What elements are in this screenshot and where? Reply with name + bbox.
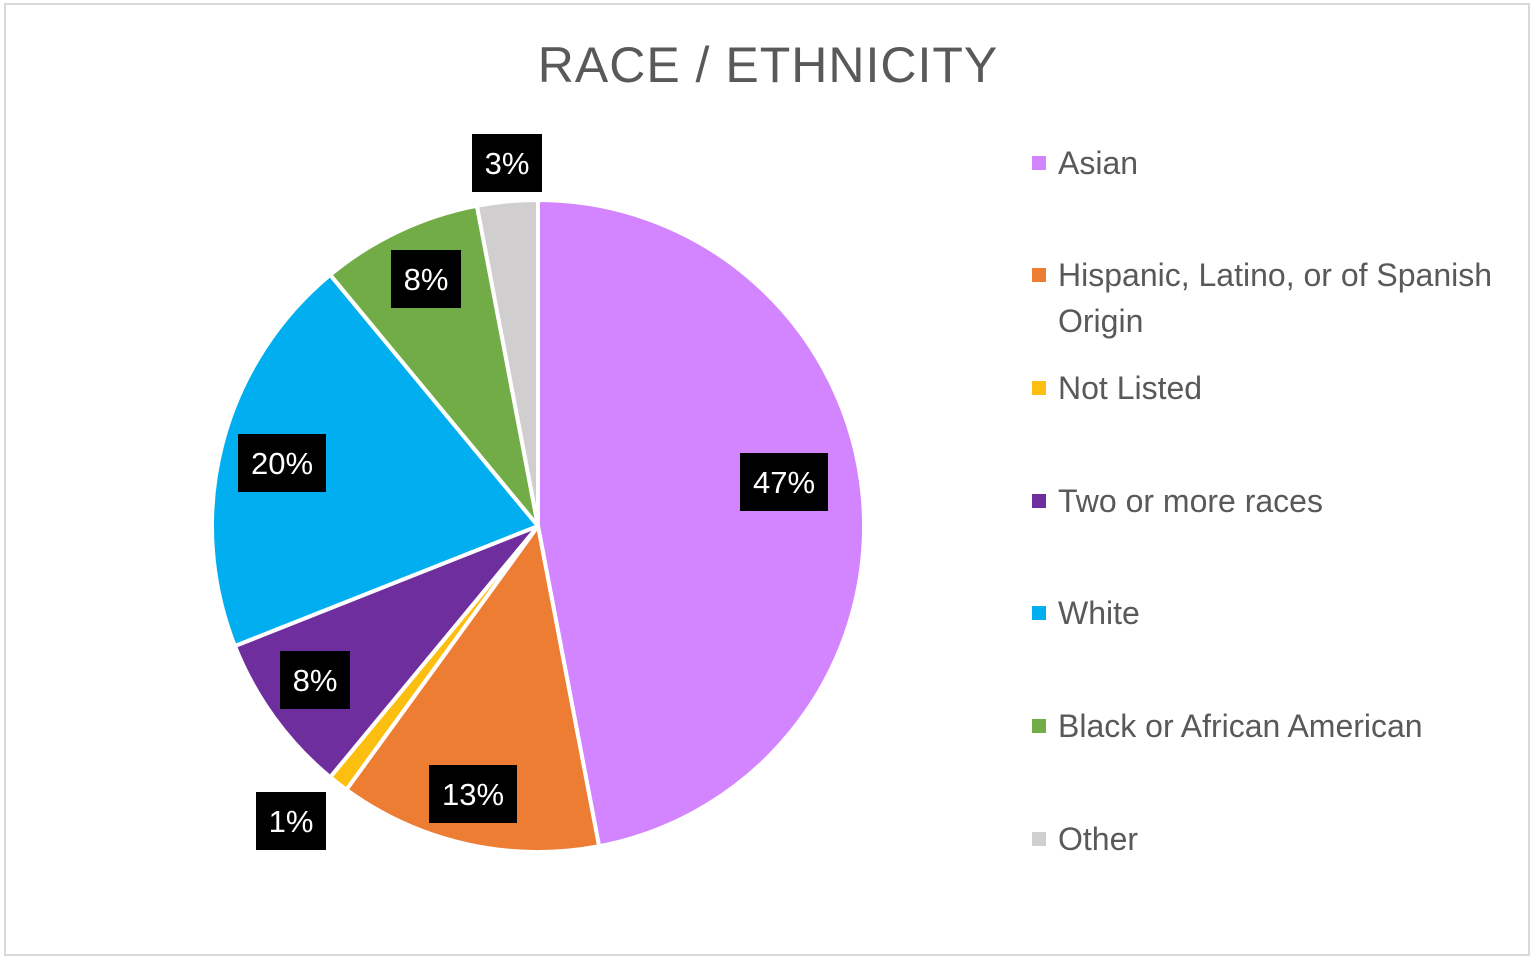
- data-label-text: 3%: [485, 146, 530, 181]
- legend-swatch-two-or-more: [1032, 494, 1046, 508]
- legend-label-black: Black or African American: [1058, 708, 1423, 744]
- legend-label-other: Other: [1058, 821, 1139, 857]
- data-label-asian: 47%: [740, 453, 828, 511]
- data-label-text: 1%: [269, 804, 314, 839]
- legend-swatch-not-listed: [1032, 381, 1046, 395]
- legend-label-not-listed: Not Listed: [1058, 370, 1203, 406]
- pie-slice-hispanic-latino-or-of-spanish-origin: [344, 524, 602, 854]
- data-label-box: [280, 651, 350, 709]
- data-label-not-listed: 1%: [256, 792, 326, 850]
- data-label-box: [429, 765, 517, 823]
- data-label-text: 8%: [404, 262, 449, 297]
- data-label-text: 20%: [251, 446, 313, 481]
- legend-label-two-or-more: Two or more races: [1058, 483, 1323, 519]
- legend-label-asian: Asian: [1058, 145, 1139, 181]
- pie-slice-two-or-more-races: [232, 524, 540, 780]
- legend-swatch-other: [1032, 832, 1046, 846]
- pie-slice-other: [474, 198, 540, 528]
- data-label-box: [391, 250, 461, 308]
- chart-title: RACE / ETHNICITY: [537, 37, 999, 93]
- legend-swatch-white: [1032, 606, 1046, 620]
- data-label-white: 20%: [238, 434, 326, 492]
- data-label-black-or-african-american: 8%: [391, 250, 461, 308]
- data-label-hispanic-latino-or-of-spanish-origin: 13%: [429, 765, 517, 823]
- data-label-text: 8%: [293, 663, 338, 698]
- legend-swatch-hispanic: [1032, 268, 1046, 282]
- data-label-box: [238, 434, 326, 492]
- legend-swatch-black: [1032, 719, 1046, 733]
- pie-slice-asian: [536, 198, 867, 849]
- data-label-two-or-more-races: 8%: [280, 651, 350, 709]
- pie-slice-white: [210, 272, 540, 649]
- data-label-text: 47%: [753, 465, 815, 500]
- data-label-text: 13%: [442, 777, 504, 812]
- data-label-box: [256, 792, 326, 850]
- data-label-box: [472, 134, 542, 192]
- pie-slice-black-or-african-american: [328, 203, 540, 528]
- legend-label-white: White: [1058, 595, 1140, 631]
- data-label-box: [740, 453, 828, 511]
- data-label-other: 3%: [472, 134, 542, 192]
- legend-label-hispanic: Hispanic, Latino, or of Spanish Origin: [1058, 257, 1493, 339]
- legend-swatch-asian: [1032, 156, 1046, 170]
